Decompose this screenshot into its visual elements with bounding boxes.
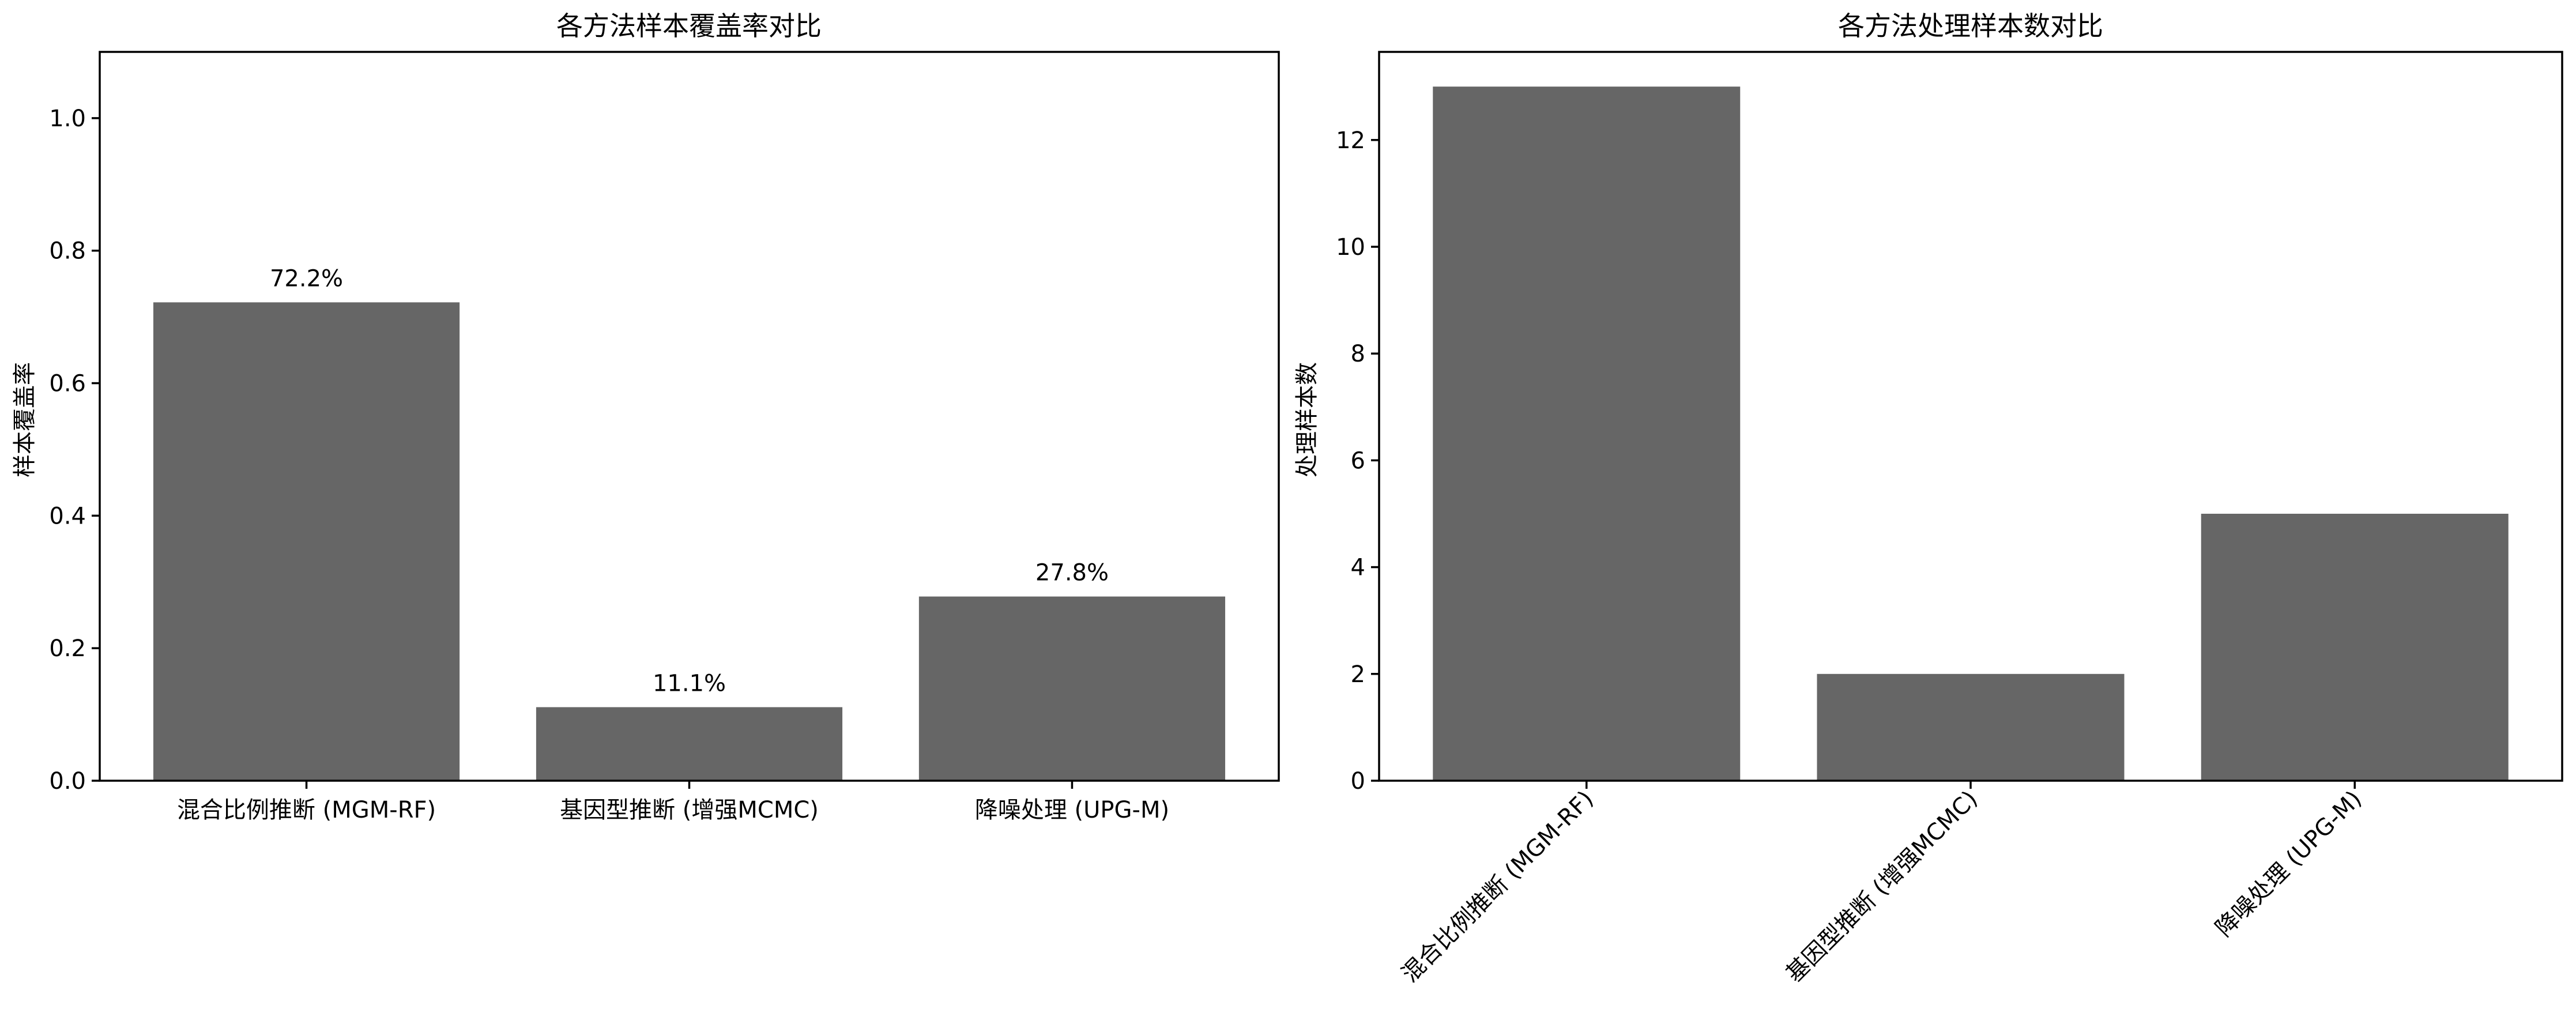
sample-count-y-tick-label-6: 12 <box>1336 127 1365 154</box>
coverage-value-labels: 72.2% 11.1% 27.8% <box>270 265 1109 697</box>
coverage-y-tick-label-0: 0.0 <box>49 768 86 795</box>
coverage-chart-y-axis-label: 样本覆盖率 <box>12 362 38 477</box>
coverage-x-ticks: 混合比例推断 (MGM-RF) 基因型推断 (增强MCMC) 降噪处理 (UPG-M… <box>177 781 1169 823</box>
sample-count-bar-1 <box>1817 673 2125 781</box>
coverage-y-tick-label-5: 1.0 <box>49 106 86 132</box>
sample-count-y-tick-label-2: 4 <box>1351 555 1365 581</box>
coverage-x-tick-label-2: 降噪处理 (UPG-M) <box>975 797 1169 823</box>
coverage-value-label-2: 27.8% <box>1035 560 1109 586</box>
sample-count-chart: 各方法处理样本数对比 处理样本数 0 2 4 6 8 10 12 混合比例推断 (MGM-R… <box>1294 10 2563 988</box>
sample-count-x-tick-label-0: 混合比例推断 (MGM-RF) <box>1397 786 1599 988</box>
sample-count-x-ticks: 混合比例推断 (MGM-RF) 基因型推断 (增强MCMC) 降噪处理 (UPG-M… <box>1397 781 2367 988</box>
coverage-y-tick-label-2: 0.4 <box>49 503 86 529</box>
coverage-y-tick-label-1: 0.2 <box>49 635 86 662</box>
coverage-plot-frame <box>99 51 1280 782</box>
coverage-bar-0 <box>153 302 460 781</box>
coverage-bar-1 <box>536 707 843 781</box>
sample-count-chart-y-axis-label: 处理样本数 <box>1294 362 1320 477</box>
coverage-chart-title: 各方法样本覆盖率对比 <box>556 10 822 42</box>
sample-count-bar-2 <box>2201 513 2509 781</box>
coverage-y-ticks: 0.0 0.2 0.4 0.6 0.8 1.0 <box>49 106 100 795</box>
sample-count-y-tick-label-4: 8 <box>1351 341 1365 367</box>
coverage-x-tick-label-1: 基因型推断 (增强MCMC) <box>560 797 819 823</box>
sample-count-plot-frame <box>1378 51 2563 782</box>
sample-count-y-tick-label-1: 2 <box>1351 661 1365 688</box>
coverage-bars <box>153 302 1226 781</box>
sample-count-bars <box>1433 86 2509 781</box>
coverage-bar-2 <box>918 596 1226 781</box>
coverage-chart: 各方法样本覆盖率对比 样本覆盖率 72.2%11.1%27.8% 0.00.20… <box>12 10 1280 823</box>
sample-count-y-tick-label-5: 10 <box>1336 234 1365 261</box>
sample-count-bar-0 <box>1433 86 1741 781</box>
coverage-y-tick-label-3: 0.6 <box>49 371 86 397</box>
sample-count-y-ticks: 0 2 4 6 8 10 12 <box>1336 127 1379 795</box>
sample-count-x-tick-label-1: 基因型推断 (增强MCMC) <box>1781 786 1983 988</box>
coverage-value-label-1: 11.1% <box>653 670 726 697</box>
sample-count-x-tick-label-2: 降噪处理 (UPG-M) <box>2210 786 2367 942</box>
coverage-value-label-0: 72.2% <box>270 265 343 292</box>
sample-count-y-tick-label-3: 6 <box>1351 447 1365 474</box>
coverage-y-tick-label-4: 0.8 <box>49 238 86 265</box>
sample-count-y-tick-label-0: 0 <box>1351 768 1365 795</box>
sample-count-chart-title: 各方法处理样本数对比 <box>1838 10 2103 42</box>
coverage-x-tick-label-0: 混合比例推断 (MGM-RF) <box>177 797 436 823</box>
